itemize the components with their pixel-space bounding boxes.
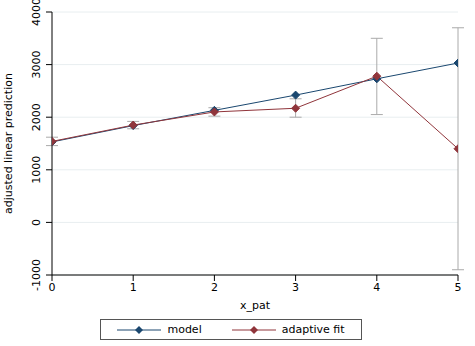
svg-text:2000: 2000 xyxy=(30,103,43,131)
svg-text:-1000: -1000 xyxy=(30,259,43,291)
svg-text:5: 5 xyxy=(455,281,462,294)
svg-text:2: 2 xyxy=(211,281,218,294)
svg-text:4000: 4000 xyxy=(30,0,43,26)
svg-text:3000: 3000 xyxy=(30,51,43,79)
svg-text:adjusted linear prediction: adjusted linear prediction xyxy=(8,73,15,214)
svg-text:1: 1 xyxy=(130,281,137,294)
svg-text:1000: 1000 xyxy=(30,156,43,184)
svg-text:0: 0 xyxy=(49,281,56,294)
svg-text:0: 0 xyxy=(30,219,43,226)
svg-text:x_pat: x_pat xyxy=(240,299,271,312)
html-text:adaptive fit: adaptive fit xyxy=(281,323,345,336)
html-text:model: model xyxy=(167,323,202,336)
svg-text:3: 3 xyxy=(292,281,299,294)
svg-text:4: 4 xyxy=(373,281,380,294)
